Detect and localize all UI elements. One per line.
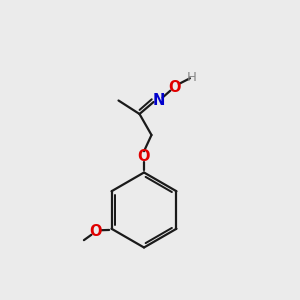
Text: O: O (168, 80, 181, 94)
Text: N: N (153, 93, 165, 108)
Text: O: O (138, 149, 150, 164)
Text: H: H (187, 71, 196, 84)
Text: O: O (90, 224, 102, 239)
